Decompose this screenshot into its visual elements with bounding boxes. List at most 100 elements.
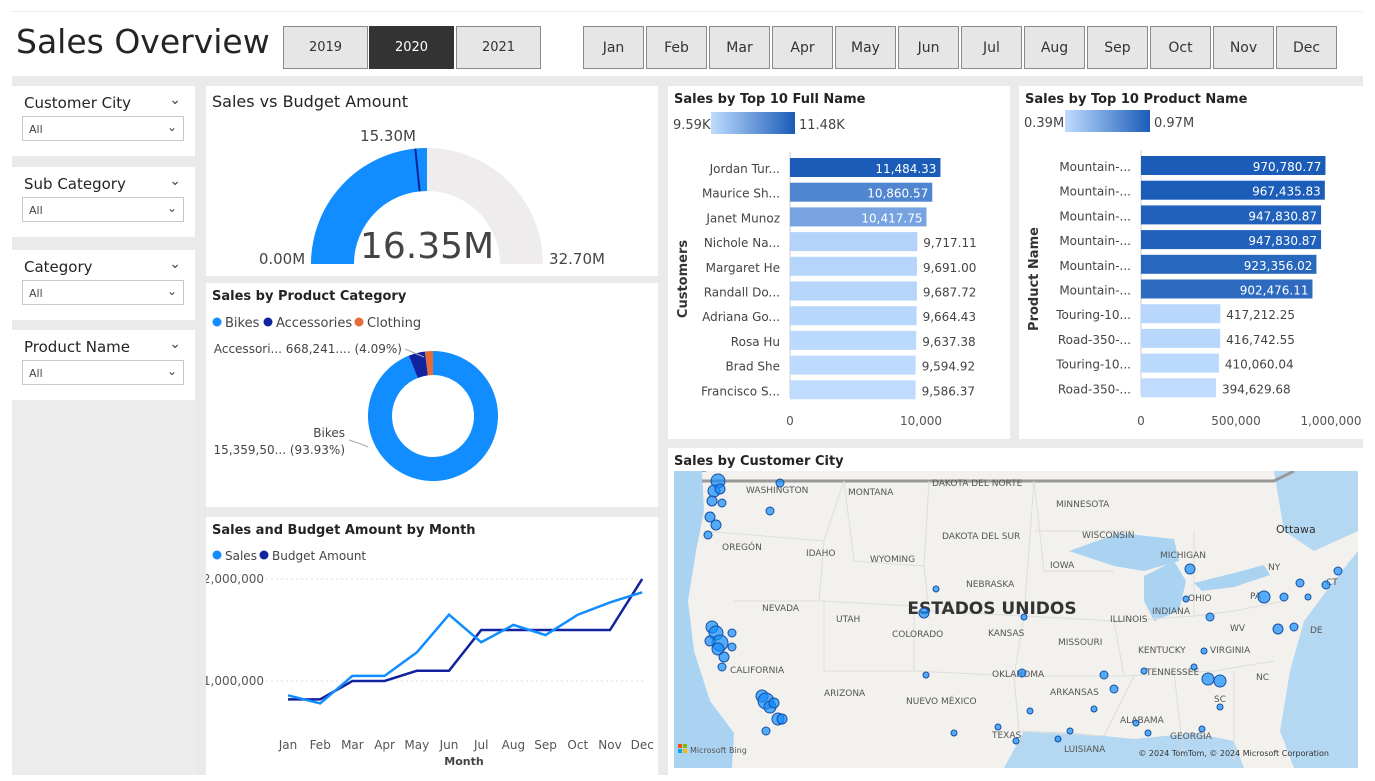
month-button-oct[interactable]: Oct [1150, 26, 1211, 69]
donut-visual[interactable]: Sales by Product Category Bikes Accessor… [206, 283, 658, 507]
slicer-dropdown[interactable]: All ⌄ [22, 197, 184, 222]
city-bubble[interactable] [1099, 670, 1109, 680]
bar[interactable] [790, 256, 917, 276]
city-bubble[interactable] [1109, 684, 1119, 694]
chevron-down-icon[interactable]: ⌄ [169, 173, 181, 189]
bar[interactable] [790, 306, 917, 326]
year-button-2020[interactable]: 2020 [369, 26, 454, 69]
month-button-apr[interactable]: Apr [772, 26, 833, 69]
month-button-jun[interactable]: Jun [898, 26, 959, 69]
month-button-mar[interactable]: Mar [709, 26, 770, 69]
month-button-feb[interactable]: Feb [646, 26, 707, 69]
bar[interactable] [1141, 279, 1313, 299]
city-bubble[interactable] [727, 628, 737, 638]
city-bubble[interactable] [710, 519, 722, 531]
bar[interactable] [1141, 180, 1325, 200]
line-series-sales[interactable] [287, 591, 643, 705]
bar[interactable] [1141, 353, 1219, 373]
city-bubble[interactable] [1190, 663, 1198, 671]
city-bubble[interactable] [718, 651, 730, 663]
city-bubble[interactable] [1279, 592, 1289, 602]
year-button-2021[interactable]: 2021 [456, 26, 541, 69]
month-button-jan[interactable]: Jan [583, 26, 644, 69]
month-button-jul[interactable]: Jul [961, 26, 1022, 69]
city-bubble[interactable] [768, 697, 780, 709]
city-bubble[interactable] [727, 642, 737, 652]
bar[interactable] [790, 355, 916, 375]
city-bubble[interactable] [1321, 580, 1331, 590]
bar[interactable] [790, 158, 941, 177]
month-button-sep[interactable]: Sep [1087, 26, 1148, 69]
donut-slice-accessories[interactable] [408, 351, 428, 378]
city-bubble[interactable] [1184, 563, 1196, 575]
map-canvas[interactable]: WASHINGTON MONTANA DAKOTA DEL NORTE MINN… [674, 471, 1358, 768]
bar[interactable] [1141, 378, 1216, 398]
city-bubble[interactable] [717, 662, 727, 672]
line-visual[interactable]: Sales and Budget Amount by Month Sales B… [206, 517, 658, 775]
donut-slice-clothing[interactable] [424, 351, 433, 376]
bar[interactable] [790, 207, 927, 227]
city-bubble[interactable] [714, 483, 726, 495]
bar[interactable] [1141, 205, 1322, 225]
city-bubble[interactable] [1198, 725, 1206, 733]
city-bubble[interactable] [717, 498, 727, 508]
bar[interactable] [1141, 304, 1221, 324]
chevron-down-icon[interactable]: ⌄ [169, 336, 181, 352]
city-bubble[interactable] [918, 607, 930, 619]
city-bubble[interactable] [711, 642, 725, 656]
city-bubble[interactable] [704, 511, 716, 523]
city-bubble[interactable] [1140, 667, 1148, 675]
bar-visual-products[interactable]: Sales by Top 10 Product Name 0.39M 0.97M… [1019, 86, 1363, 439]
bar[interactable] [790, 182, 933, 202]
city-bubble[interactable] [775, 478, 785, 488]
city-bubble[interactable] [706, 495, 718, 507]
bar[interactable] [1141, 328, 1221, 348]
city-bubble[interactable] [1054, 735, 1062, 743]
month-button-dec[interactable]: Dec [1276, 26, 1337, 69]
city-bubble[interactable] [704, 635, 716, 647]
gauge-visual[interactable]: Sales vs Budget Amount 16.35M 15.30M 0.0… [206, 86, 658, 276]
city-bubble[interactable] [1205, 612, 1215, 622]
slicer-dropdown[interactable]: All ⌄ [22, 360, 184, 385]
city-bubble[interactable] [703, 530, 713, 540]
city-bubble[interactable] [761, 726, 771, 736]
bar[interactable] [790, 380, 916, 400]
city-bubble[interactable] [1182, 595, 1190, 603]
city-bubble[interactable] [1201, 672, 1215, 686]
bar[interactable] [1141, 156, 1326, 175]
slicer-dropdown[interactable]: All ⌄ [22, 280, 184, 305]
year-button-2019[interactable]: 2019 [283, 26, 368, 69]
city-bubble[interactable] [922, 671, 930, 679]
city-bubble[interactable] [994, 723, 1002, 731]
city-bubble[interactable] [765, 506, 775, 516]
map-visual[interactable]: Sales by Customer City W [668, 448, 1363, 775]
city-bubble[interactable] [1216, 703, 1224, 711]
bar[interactable] [790, 330, 917, 350]
city-bubble[interactable] [1272, 623, 1284, 635]
city-bubble[interactable] [1200, 647, 1208, 655]
line-series-budget-amount[interactable] [288, 578, 644, 701]
city-bubble[interactable] [1295, 578, 1305, 588]
bar[interactable] [1141, 230, 1322, 250]
city-bubble[interactable] [1012, 737, 1020, 745]
city-bubble[interactable] [950, 729, 958, 737]
bar[interactable] [1141, 254, 1317, 274]
donut-slice-bikes[interactable] [368, 351, 498, 481]
city-bubble[interactable] [1020, 613, 1028, 621]
city-bubble[interactable] [1257, 590, 1271, 604]
bar[interactable] [790, 281, 917, 301]
city-bubble[interactable] [1144, 729, 1152, 737]
city-bubble[interactable] [1333, 566, 1343, 576]
city-bubble[interactable] [1026, 707, 1034, 715]
city-bubble[interactable] [932, 585, 940, 593]
city-bubble[interactable] [1017, 668, 1027, 678]
month-button-may[interactable]: May [835, 26, 896, 69]
month-button-aug[interactable]: Aug [1024, 26, 1085, 69]
bar[interactable] [790, 232, 918, 252]
month-button-nov[interactable]: Nov [1213, 26, 1274, 69]
chevron-down-icon[interactable]: ⌄ [169, 256, 181, 272]
city-bubble[interactable] [1304, 593, 1312, 601]
city-bubble[interactable] [1213, 674, 1227, 688]
city-bubble[interactable] [1289, 622, 1299, 632]
city-bubble[interactable] [776, 713, 788, 725]
